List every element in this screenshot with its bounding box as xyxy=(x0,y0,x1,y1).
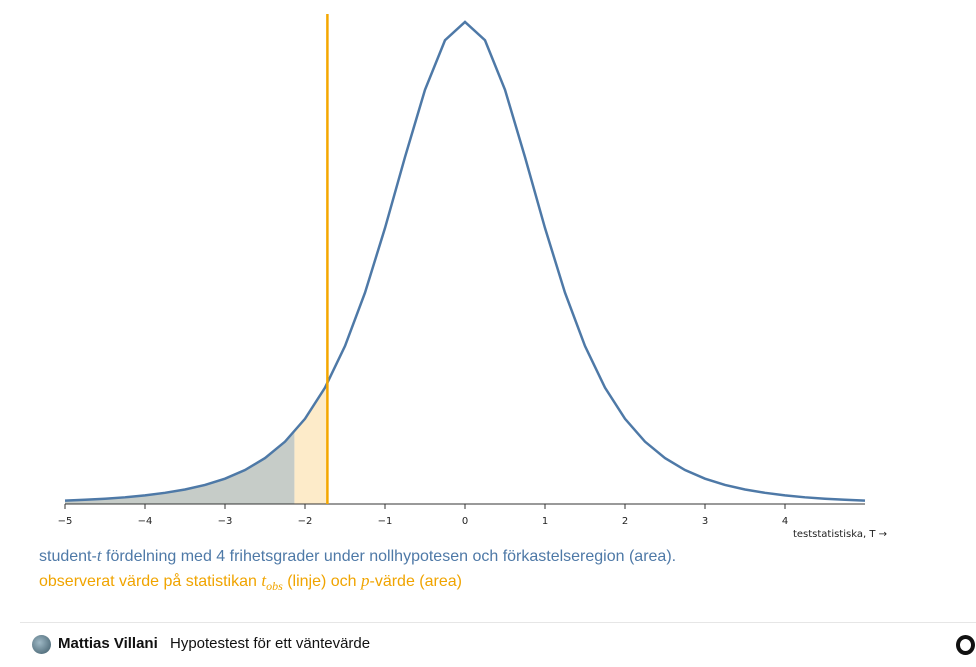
author[interactable]: Mattias Villani xyxy=(58,635,158,652)
x-tick-label: −2 xyxy=(298,516,313,527)
x-tick-label: −4 xyxy=(138,516,153,527)
caption: student-t fördelning med 4 frihetsgrader… xyxy=(39,546,676,566)
caption-text: (linje) och xyxy=(282,573,361,590)
x-axis-label: teststatistiska, T → xyxy=(793,529,887,540)
caption-text: -värde (area) xyxy=(369,573,462,590)
region-area xyxy=(65,430,295,504)
x-tick-label: −3 xyxy=(218,516,233,527)
x-tick-label: −1 xyxy=(378,516,393,527)
chart: −5 −4 −3 −2 −1 0 1 2 3 4 teststatistiska, T → xyxy=(58,14,887,540)
caption-text: fördelning med 4 frihetsgrader under nol… xyxy=(101,548,677,565)
avatar[interactable] xyxy=(32,635,51,654)
notebook-title[interactable]: Hypotestest för ett väntevärde xyxy=(170,635,371,652)
caption-text: student- xyxy=(39,548,97,565)
caption: observerat värde på statistikan tobs (li… xyxy=(39,571,462,594)
caption-text: observerat värde på statistikan xyxy=(39,573,262,590)
density-curve xyxy=(64,20,866,502)
footer: Mattias Villani Hypotestest för ett vänt… xyxy=(20,622,976,667)
x-tick-label: 0 xyxy=(462,516,468,527)
caption-math: t xyxy=(96,546,102,565)
x-tick-label: −5 xyxy=(58,516,73,527)
x-tick-label: 1 xyxy=(542,516,548,527)
logo[interactable] xyxy=(956,635,975,655)
region-area xyxy=(294,382,328,504)
caption-math: p xyxy=(361,571,370,590)
caption-math: obs xyxy=(266,579,283,594)
x-tick-label: 2 xyxy=(622,516,628,527)
x-tick-label: 3 xyxy=(702,516,708,527)
x-tick-label: 4 xyxy=(782,516,788,527)
caption-math: t xyxy=(261,571,267,590)
